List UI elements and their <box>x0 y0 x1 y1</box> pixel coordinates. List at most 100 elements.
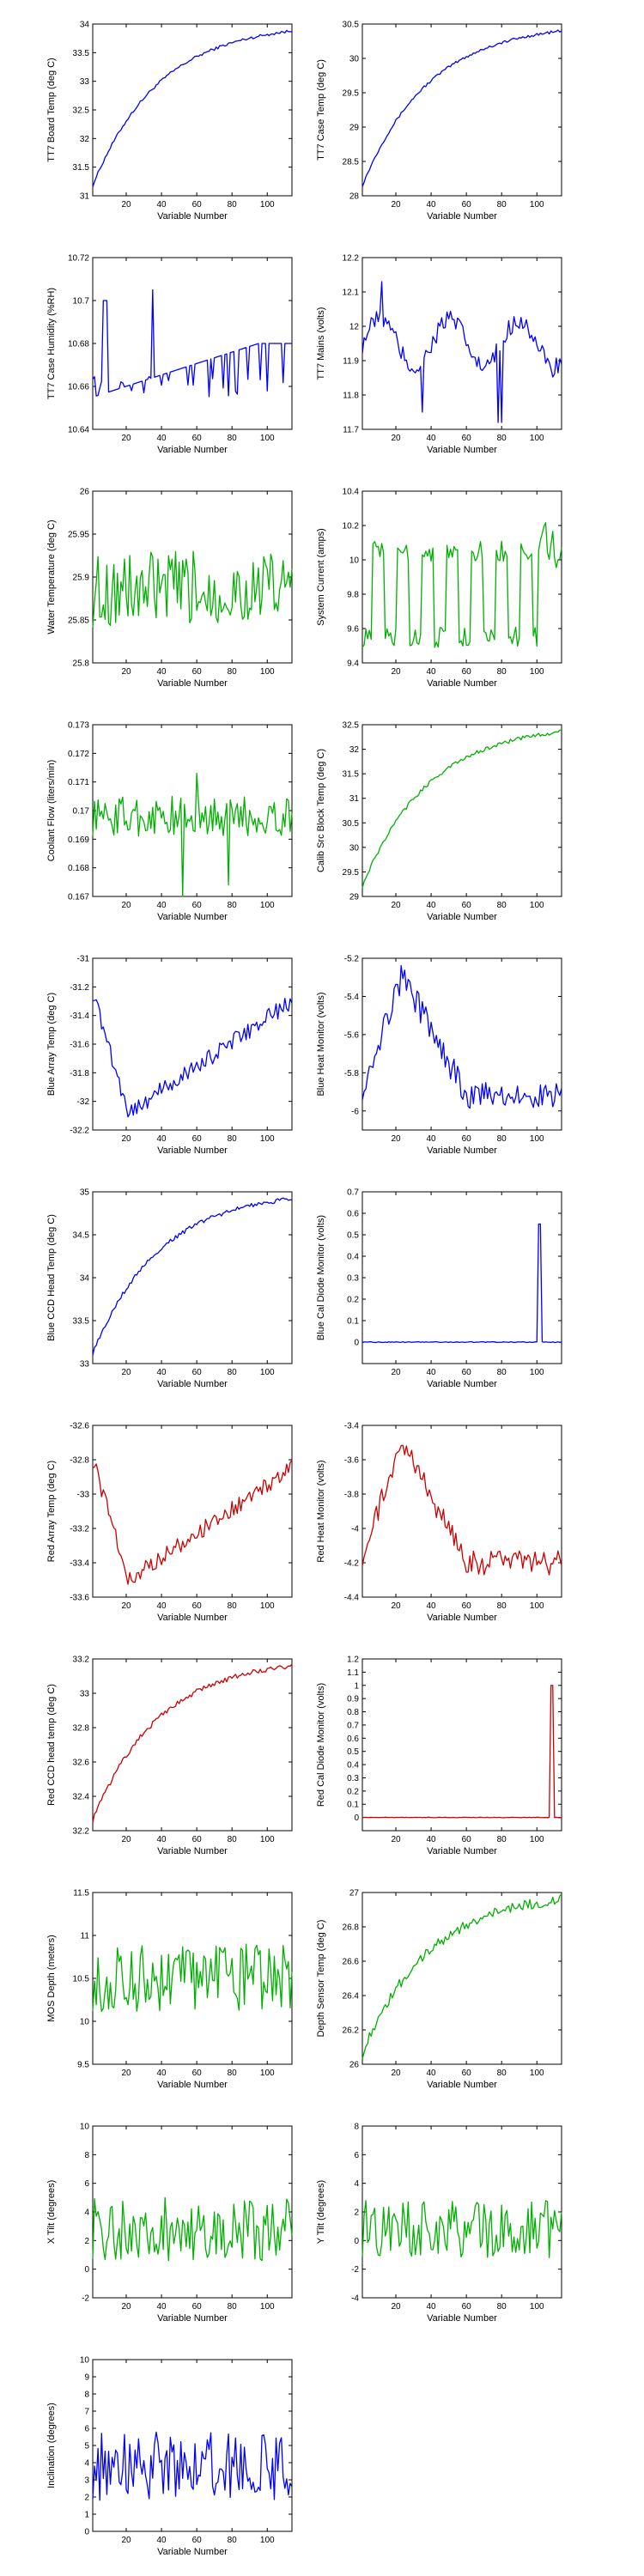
x-tick-label: 100 <box>530 1835 544 1844</box>
y-axis-label: Blue Cal Diode Monitor (volts) <box>316 1215 326 1340</box>
y-tick-label: 30 <box>349 843 360 853</box>
x-tick-label: 60 <box>462 667 472 677</box>
series-line <box>92 1663 293 1824</box>
series-line <box>92 998 293 1118</box>
x-tick-label: 100 <box>530 901 544 910</box>
y-tick-label: 4 <box>84 2459 89 2469</box>
x-axis-label: Variable Number <box>427 1613 497 1623</box>
x-tick-label: 80 <box>497 1368 507 1377</box>
y-tick-label: -3.6 <box>344 1456 360 1466</box>
x-tick-label: 40 <box>427 2302 437 2312</box>
x-tick-label: 20 <box>121 1134 131 1144</box>
y-tick-label: 32.8 <box>73 1724 90 1734</box>
y-tick-label: 0.4 <box>347 1253 359 1262</box>
x-tick-label: 100 <box>260 2302 275 2312</box>
x-tick-label: 100 <box>260 1601 275 1611</box>
y-tick-label: 6 <box>84 2179 89 2189</box>
chart-21: 20 40 60 80 100 0 1 2 3 4 5 6 7 8 9 10 Variable Number In… <box>46 2356 293 2557</box>
x-tick-label: 60 <box>462 434 472 443</box>
y-tick-label: -31.6 <box>70 1041 89 1050</box>
x-tick-label: 80 <box>497 434 507 443</box>
x-tick-label: 40 <box>157 200 167 210</box>
x-tick-label: 80 <box>497 2069 507 2078</box>
x-tick-label: 20 <box>391 200 401 210</box>
x-tick-label: 80 <box>497 1601 507 1611</box>
x-axis-label: Variable Number <box>427 2080 497 2090</box>
y-tick-label: 1.2 <box>347 1656 359 1665</box>
plot-frame <box>92 1425 293 1598</box>
y-tick-label: 12.1 <box>343 289 360 298</box>
y-tick-label: -31.2 <box>70 983 89 993</box>
x-axis-label: Variable Number <box>157 1846 228 1856</box>
y-axis-label: Red Array Temp (deg C) <box>46 1461 57 1562</box>
y-tick-label: -5.6 <box>344 1030 360 1040</box>
x-tick-label: 80 <box>497 200 507 210</box>
x-tick-label: 80 <box>228 667 238 677</box>
y-tick-label: 10 <box>80 2123 90 2132</box>
y-tick-label: 11.5 <box>73 1889 89 1899</box>
y-tick-label: 0.168 <box>68 864 89 873</box>
x-tick-label: 80 <box>228 1134 238 1144</box>
series-line <box>92 773 293 897</box>
x-tick-label: 20 <box>121 200 131 210</box>
y-tick-label: 0.6 <box>347 1735 359 1744</box>
y-tick-label: 0.6 <box>347 1210 359 1219</box>
y-axis-label: Blue Array Temp (deg C) <box>46 993 57 1096</box>
x-tick-label: 80 <box>228 200 238 210</box>
chart-4: 20 40 60 80 100 11.7 11.8 11.9 12 12.1 12.2 Variabl… <box>316 254 562 455</box>
plot-frame <box>361 1658 562 1832</box>
x-tick-label: 40 <box>427 200 437 210</box>
y-tick-label: 11.9 <box>343 357 359 367</box>
y-tick-label: 10.4 <box>343 488 360 497</box>
x-tick-label: 80 <box>497 667 507 677</box>
x-tick-label: 60 <box>192 2069 203 2078</box>
y-tick-label: -32 <box>77 1097 90 1107</box>
y-tick-label: 10 <box>80 2356 90 2366</box>
x-tick-label: 100 <box>260 2069 275 2078</box>
x-tick-label: 40 <box>157 1368 167 1377</box>
x-tick-label: 80 <box>228 1368 238 1377</box>
y-tick-label: 29.5 <box>343 868 360 878</box>
x-tick-label: 20 <box>121 2536 131 2545</box>
chart-17: 20 40 60 80 100 9.5 10 10.5 11 11.5 Variable Numbe… <box>46 1889 293 2090</box>
y-tick-label: -33 <box>77 1491 90 1500</box>
y-tick-label: 34 <box>80 1274 90 1284</box>
x-tick-label: 40 <box>157 2536 167 2545</box>
x-axis-label: Variable Number <box>427 1145 497 1156</box>
y-axis-label: Calib Src Block Temp (deg C) <box>316 749 326 872</box>
y-tick-label: 33.5 <box>73 1317 90 1327</box>
y-axis-label: System Current (amps) <box>316 528 326 626</box>
y-tick-label: 8 <box>354 2123 359 2132</box>
y-tick-label: 25.95 <box>68 531 89 540</box>
x-tick-label: 100 <box>260 901 275 910</box>
y-tick-label: 10 <box>80 2018 90 2027</box>
x-axis-label: Variable Number <box>427 211 497 222</box>
series-line <box>361 2200 562 2258</box>
y-tick-label: 0.2 <box>347 1787 359 1796</box>
x-tick-label: 100 <box>530 667 544 677</box>
x-tick-label: 100 <box>530 2302 544 2312</box>
y-tick-label: 0.7 <box>347 1188 359 1198</box>
y-tick-label: 8 <box>84 2391 89 2400</box>
x-tick-label: 20 <box>391 1368 401 1377</box>
y-tick-label: 10.64 <box>68 426 89 435</box>
plot-frame <box>361 1425 562 1598</box>
x-tick-label: 100 <box>530 1368 544 1377</box>
y-tick-label: 0.1 <box>347 1317 359 1327</box>
y-tick-label: 27 <box>349 1889 360 1899</box>
y-axis-label: MOS Depth (meters) <box>46 1935 57 2021</box>
y-axis-label: TT7 Case Humidity (%RH) <box>46 288 57 399</box>
y-axis-label: TT7 Mains (volts) <box>316 307 326 380</box>
x-tick-label: 40 <box>427 1601 437 1611</box>
x-tick-label: 80 <box>497 901 507 910</box>
chart-9: 20 40 60 80 100 -32.2 -32 -31.8 -31.6 -31.4 -31.2 -… <box>46 955 293 1156</box>
plot-frame <box>361 1191 562 1364</box>
x-tick-label: 60 <box>462 1368 472 1377</box>
y-tick-label: 10.72 <box>68 254 89 264</box>
x-tick-label: 80 <box>228 1835 238 1844</box>
y-tick-label: 9.5 <box>77 2061 89 2070</box>
y-tick-label: 0 <box>354 2237 359 2246</box>
x-tick-label: 40 <box>157 434 167 443</box>
x-tick-label: 20 <box>121 2069 131 2078</box>
y-tick-label: -2 <box>82 2294 89 2304</box>
